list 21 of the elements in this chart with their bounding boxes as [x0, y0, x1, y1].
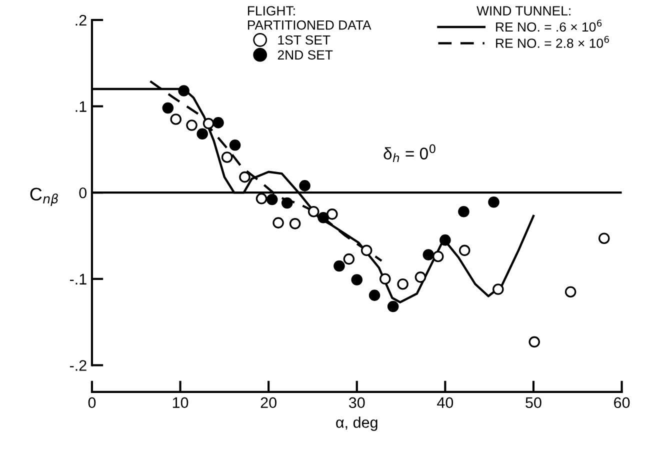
x-tick-label: 30 — [348, 397, 365, 408]
text: WIND TUNNEL: — [476, 6, 570, 16]
y-axis-title: C$_{nβ}$ — [30, 188, 58, 206]
x-tick-label: 0 — [88, 397, 96, 408]
y-tick-label: -.2 — [70, 360, 86, 371]
legend-title: FLIGHT: PARTITIONED DATA — [248, 6, 372, 30]
y-tick-label: 0 — [79, 187, 87, 198]
legend-label: RE NO. = 2.8 × 10$^{6}$ — [496, 36, 609, 48]
y-tick-label: .1 — [76, 101, 86, 112]
y-tick-label: -.1 — [70, 274, 86, 284]
y-tick-label: .2 — [76, 14, 86, 26]
x-tick-label: 20 — [260, 397, 276, 408]
legend-label: RE NO. = .6 × 10$^{6}$ — [496, 20, 602, 32]
x-axis-title: α, deg — [336, 416, 378, 431]
x-tick-label: 10 — [172, 397, 188, 408]
x-tick-label: 60 — [614, 397, 630, 408]
annotation: δ$_{h}$ = 0$^{0}$ — [384, 144, 436, 162]
x-tick-label: 40 — [437, 397, 454, 408]
legend-label: 1ST SET — [278, 35, 330, 45]
legend-label: 2ND SET — [278, 50, 333, 60]
x-tick-label: 50 — [526, 397, 542, 408]
